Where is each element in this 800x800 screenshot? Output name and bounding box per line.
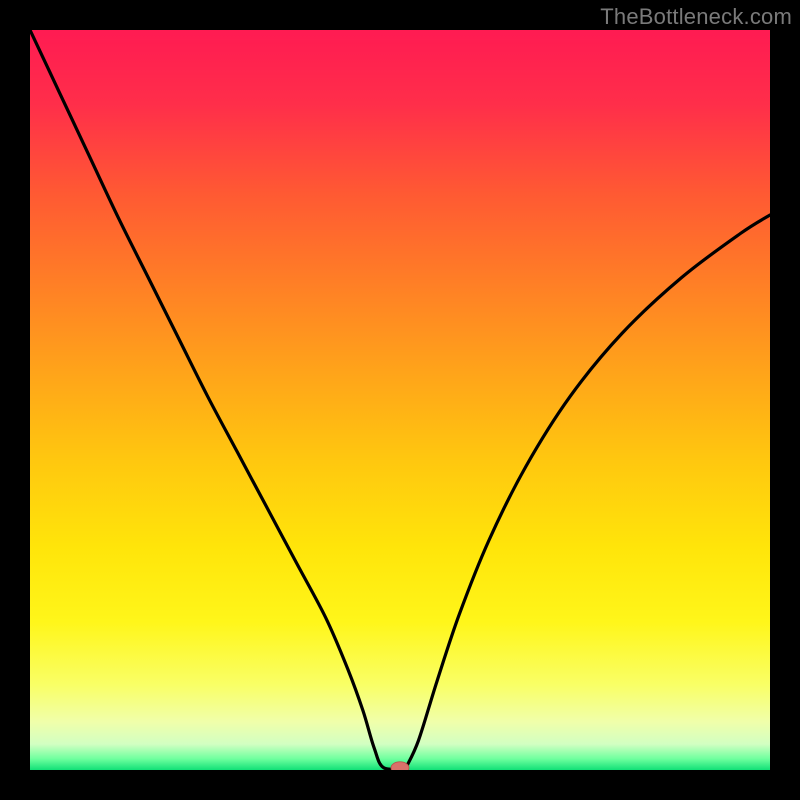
gradient-plot-area [30,30,770,770]
chart-container: TheBottleneck.com [0,0,800,800]
bottleneck-chart [0,0,800,800]
watermark-text: TheBottleneck.com [600,4,792,30]
